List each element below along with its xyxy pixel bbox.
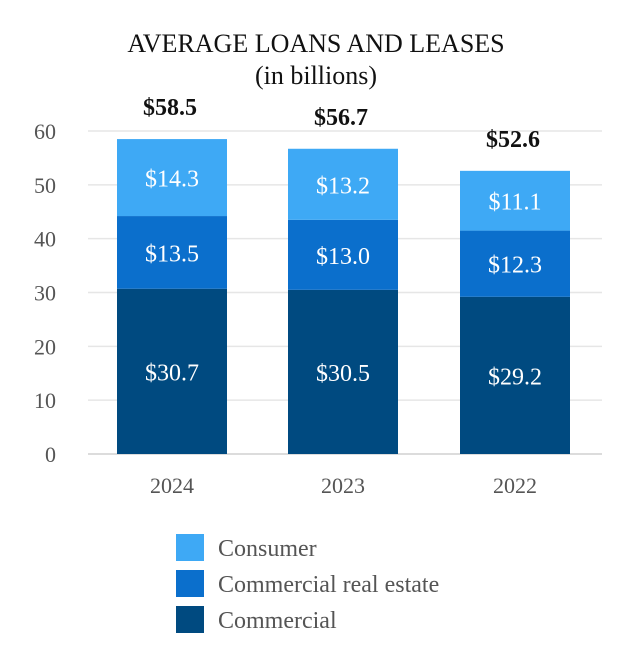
data-label: $13.2 bbox=[316, 173, 370, 199]
bar-segment-consumer-2023 bbox=[288, 148, 398, 220]
x-axis-ticks: 2024 2023 2022 bbox=[150, 473, 537, 498]
bar-segment-commercial-2022 bbox=[460, 296, 570, 454]
legend-label: Consumer bbox=[218, 536, 317, 562]
y-tick-label: 0 bbox=[45, 442, 56, 467]
data-label: $30.5 bbox=[316, 361, 370, 387]
data-label: $30.7 bbox=[145, 360, 199, 386]
y-tick-label: 60 bbox=[34, 119, 56, 144]
bar-segment-consumer-2024 bbox=[117, 139, 227, 217]
chart-subtitle: (in billions) bbox=[255, 61, 377, 90]
bars: $30.7 $13.5 $14.3 $58.5 $30.5 $13.0 $13.2 $56.7… bbox=[117, 95, 570, 454]
y-tick-label: 50 bbox=[34, 173, 56, 198]
data-label: $29.2 bbox=[488, 364, 542, 390]
total-label: $58.5 bbox=[143, 95, 197, 121]
y-tick-label: 20 bbox=[34, 334, 56, 359]
chart-title: AVERAGE LOANS AND LEASES bbox=[127, 29, 504, 58]
y-tick-label: 30 bbox=[34, 281, 56, 306]
legend: Consumer Commercial real estate Commercial bbox=[176, 534, 439, 634]
data-label: $13.0 bbox=[316, 244, 370, 270]
total-label: $56.7 bbox=[314, 105, 368, 131]
y-tick-label: 10 bbox=[34, 388, 56, 413]
bar-segment-consumer-2022 bbox=[460, 170, 570, 231]
y-tick-label: 40 bbox=[34, 227, 56, 252]
x-tick-label: 2023 bbox=[321, 473, 365, 498]
data-label: $11.1 bbox=[488, 190, 541, 216]
bar-segment-commercial-2024 bbox=[117, 288, 227, 454]
total-label: $52.6 bbox=[486, 127, 540, 153]
data-label: $14.3 bbox=[145, 167, 199, 193]
legend-swatch bbox=[176, 606, 204, 633]
bar-segment-commercial-real-estate-2023 bbox=[288, 219, 398, 290]
bar-segment-commercial-2023 bbox=[288, 289, 398, 454]
legend-swatch bbox=[176, 534, 204, 561]
y-axis-ticks: 0 10 20 30 40 50 60 bbox=[34, 119, 56, 467]
legend-swatch bbox=[176, 570, 204, 597]
bar-segment-commercial-real-estate-2022 bbox=[460, 230, 570, 297]
data-label: $12.3 bbox=[488, 253, 542, 279]
legend-label: Commercial bbox=[218, 608, 337, 634]
legend-label: Commercial real estate bbox=[218, 572, 439, 598]
x-tick-label: 2022 bbox=[493, 473, 537, 498]
x-tick-label: 2024 bbox=[150, 473, 194, 498]
data-label: $13.5 bbox=[145, 241, 199, 267]
bar-segment-commercial-real-estate-2024 bbox=[117, 216, 227, 289]
